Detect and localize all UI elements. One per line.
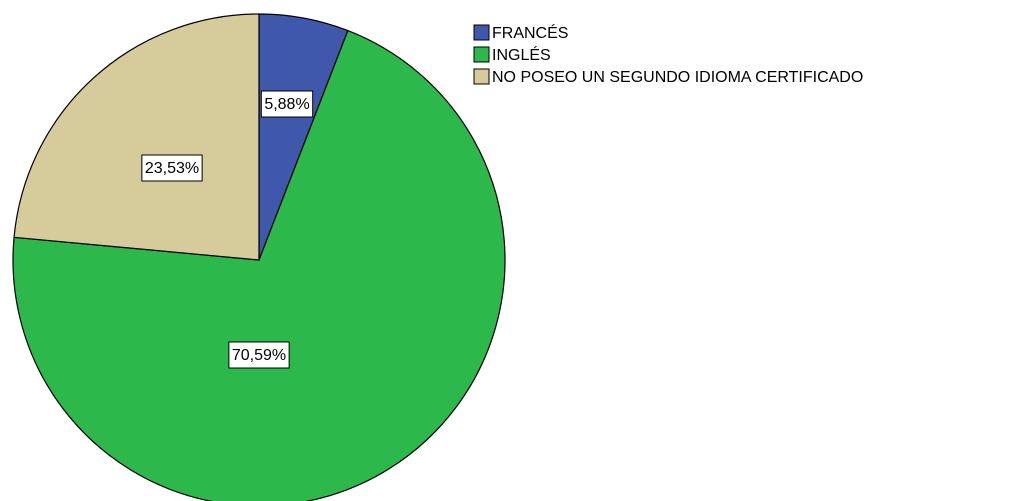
legend-swatch — [473, 24, 490, 41]
legend-label: NO POSEO UN SEGUNDO IDIOMA CERTIFICADO — [492, 69, 863, 86]
value-label: 5,88% — [264, 96, 309, 113]
value-label-box — [260, 90, 314, 118]
legend-label: FRANCÉS — [492, 23, 568, 42]
value-label: 70,59% — [232, 347, 286, 364]
pie-slice — [13, 13, 260, 261]
value-label-box — [141, 154, 203, 182]
legend-label: INGLÉS — [492, 45, 551, 64]
legend-swatch — [473, 68, 490, 85]
pie-slice — [12, 29, 506, 501]
legend-swatch — [473, 46, 490, 63]
value-label-box — [228, 341, 290, 369]
value-label: 23,53% — [145, 160, 199, 177]
